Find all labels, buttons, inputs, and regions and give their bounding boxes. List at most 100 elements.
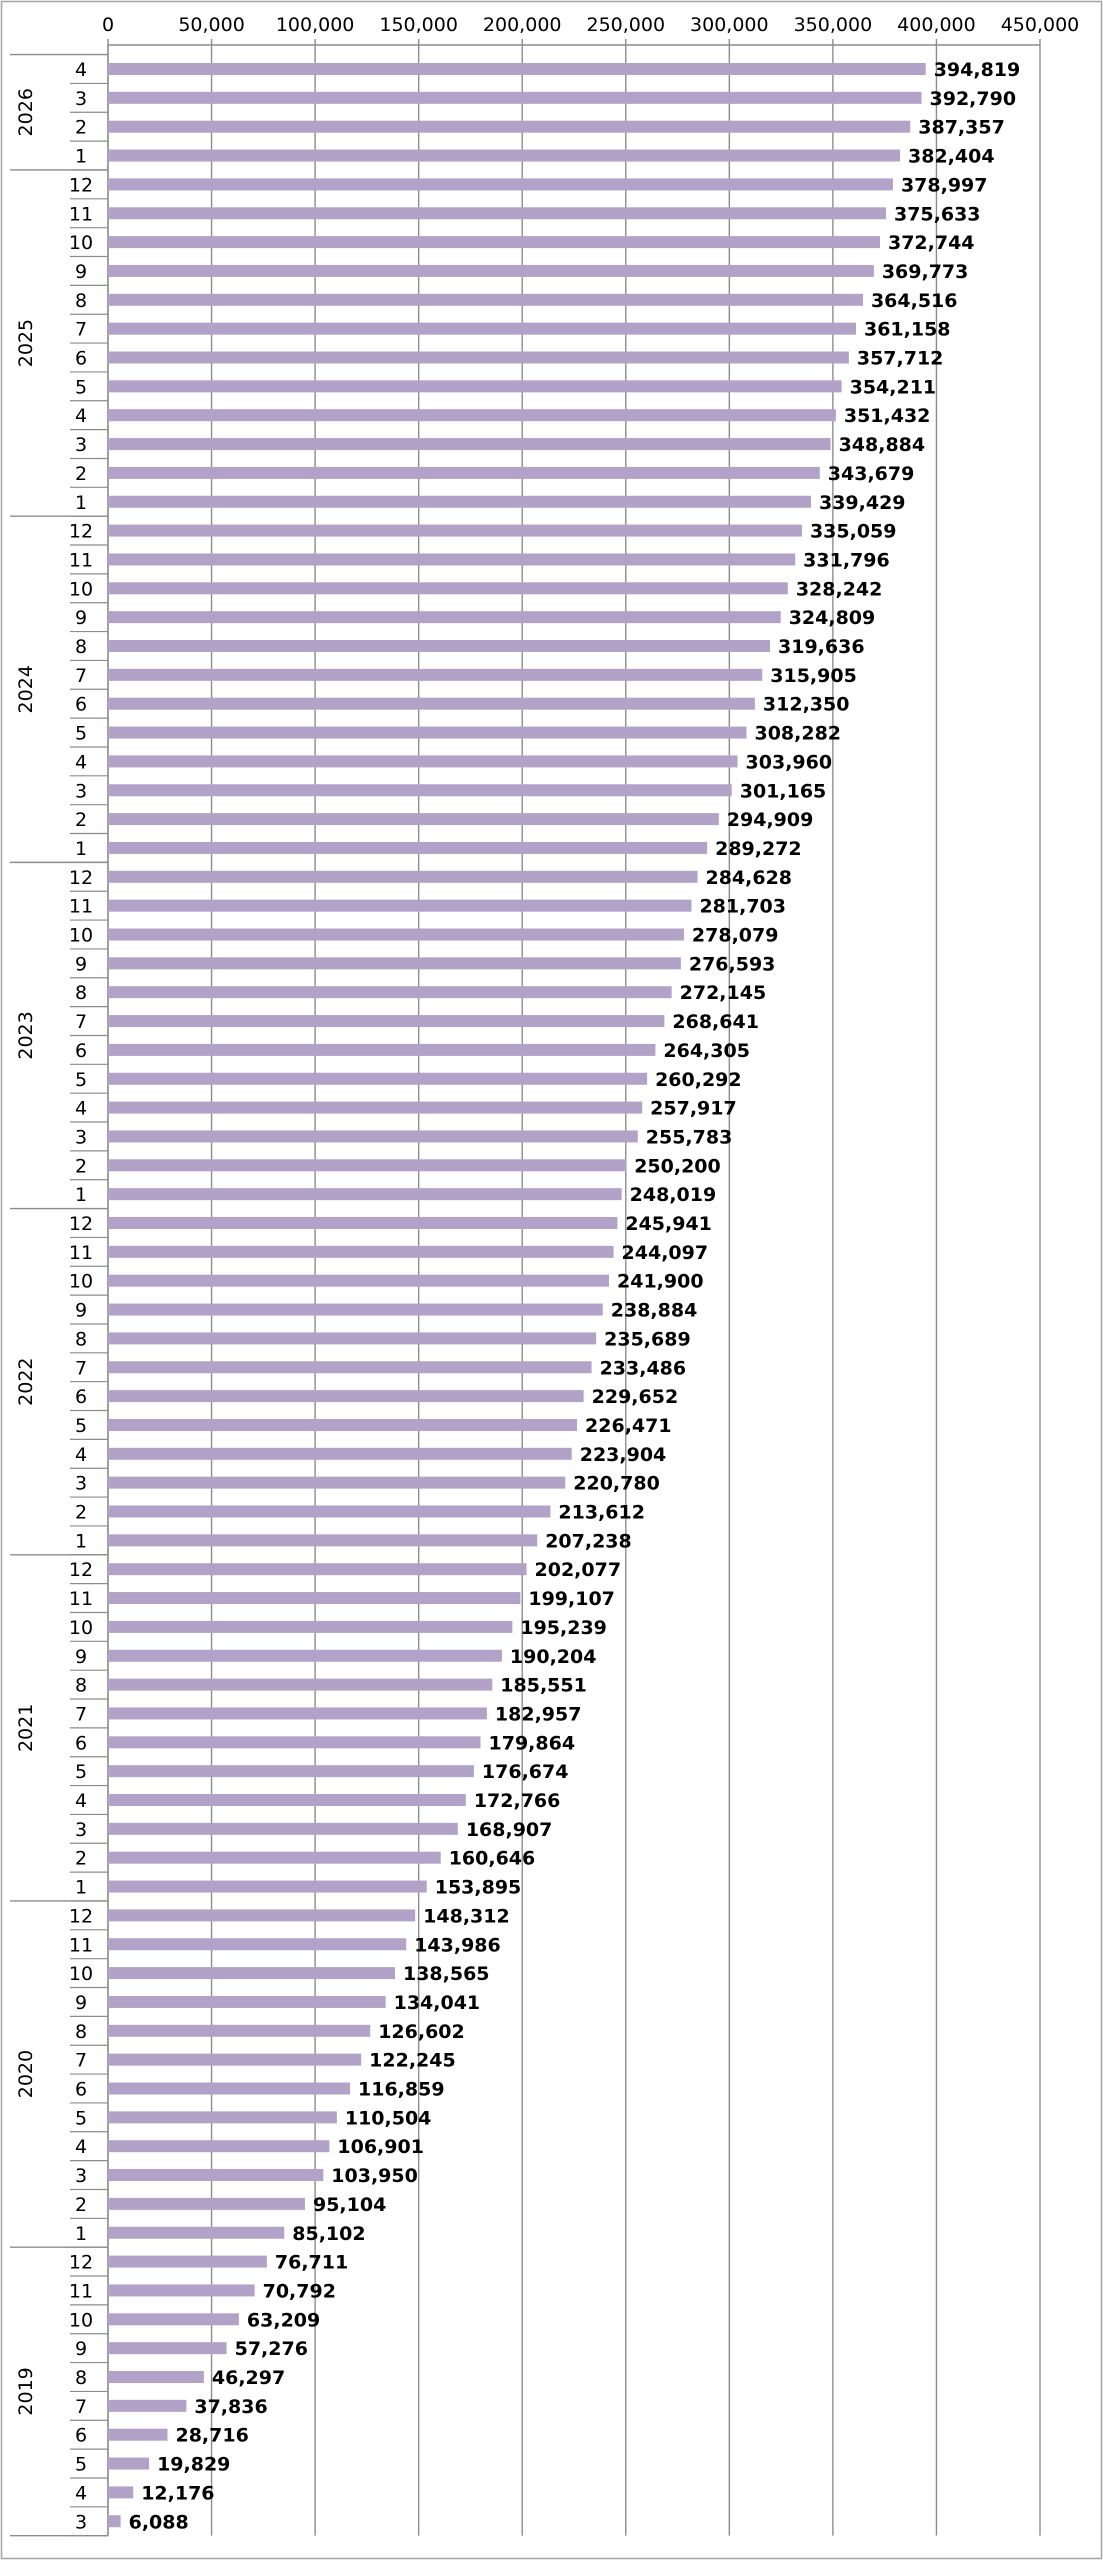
month-label: 9 — [75, 953, 87, 975]
bar — [108, 986, 672, 999]
bar — [108, 1390, 584, 1403]
data-label: 28,716 — [175, 2425, 248, 2447]
bar — [108, 264, 874, 277]
data-label: 276,593 — [689, 953, 776, 975]
month-label: 1 — [75, 838, 87, 860]
data-label: 264,305 — [663, 1040, 750, 1062]
data-label: 348,884 — [839, 434, 926, 456]
month-label: 4 — [75, 1790, 87, 1812]
month-label: 8 — [75, 982, 87, 1004]
month-label: 10 — [69, 1617, 93, 1639]
month-label: 11 — [69, 2280, 93, 2302]
month-label: 11 — [69, 203, 93, 225]
month-label: 4 — [75, 1098, 87, 1120]
month-label: 10 — [69, 1271, 93, 1293]
data-label: 394,819 — [934, 59, 1021, 81]
data-label: 238,884 — [611, 1300, 698, 1322]
bar — [108, 1072, 648, 1085]
bar — [108, 63, 926, 75]
data-label: 392,790 — [930, 88, 1017, 110]
data-label: 235,689 — [604, 1328, 691, 1350]
year-label: 2022 — [15, 1357, 37, 1405]
data-label: 190,204 — [510, 1646, 597, 1668]
data-label: 199,107 — [528, 1588, 615, 1610]
bar — [108, 1534, 538, 1547]
bar — [108, 2140, 330, 2153]
bar — [108, 120, 911, 133]
month-label: 8 — [75, 2021, 87, 2043]
bar — [108, 1851, 441, 1864]
data-label: 303,960 — [746, 751, 833, 773]
bar — [108, 1101, 643, 1114]
data-label: 185,551 — [500, 1675, 587, 1697]
data-label: 122,245 — [369, 2050, 456, 2072]
data-label: 207,238 — [545, 1530, 632, 1552]
month-label: 5 — [75, 723, 87, 745]
month-label: 3 — [75, 434, 87, 456]
x-tick-label: 250,000 — [586, 14, 665, 36]
data-label: 46,297 — [212, 2367, 285, 2389]
data-label: 233,486 — [600, 1357, 687, 1379]
bar — [108, 1678, 493, 1691]
bar — [108, 207, 886, 220]
data-label: 244,097 — [622, 1242, 709, 1264]
bar — [108, 1880, 427, 1893]
data-label: 328,242 — [796, 578, 883, 600]
x-tick-label: 450,000 — [1001, 14, 1080, 36]
bar — [108, 2226, 285, 2239]
data-label: 319,636 — [778, 636, 865, 658]
data-label: 278,079 — [692, 925, 779, 947]
bar — [108, 322, 856, 335]
x-tick-label: 100,000 — [276, 14, 355, 36]
month-label: 10 — [69, 578, 93, 600]
data-label: 116,859 — [358, 2079, 445, 2101]
month-label: 1 — [75, 146, 87, 168]
bar — [108, 2515, 121, 2528]
bar — [108, 1476, 566, 1489]
month-label: 11 — [69, 896, 93, 918]
bar — [108, 697, 755, 710]
bar — [108, 380, 842, 393]
month-label: 2 — [75, 1848, 87, 1870]
month-label: 10 — [69, 925, 93, 947]
month-label: 8 — [75, 1328, 87, 1350]
data-label: 143,986 — [414, 1934, 501, 1956]
month-label: 4 — [75, 405, 87, 427]
bar — [108, 1822, 458, 1835]
month-label: 6 — [75, 694, 87, 716]
month-label: 6 — [75, 348, 87, 370]
data-label: 378,997 — [901, 174, 988, 196]
data-label: 308,282 — [754, 723, 841, 745]
data-label: 364,516 — [871, 290, 958, 312]
bar — [108, 1938, 407, 1951]
data-label: 257,917 — [650, 1098, 737, 1120]
bar — [108, 755, 738, 768]
month-label: 2 — [75, 2194, 87, 2216]
month-label: 1 — [75, 1877, 87, 1899]
bar — [108, 1159, 627, 1172]
bar — [108, 2313, 239, 2326]
bar — [108, 1563, 527, 1576]
x-tick-label: 0 — [102, 14, 114, 36]
month-label: 11 — [69, 1934, 93, 1956]
data-label: 37,836 — [194, 2396, 267, 2418]
month-label: 7 — [75, 2396, 87, 2418]
data-label: 284,628 — [705, 867, 792, 889]
month-label: 5 — [75, 2454, 87, 2476]
year-label: 2019 — [15, 2367, 37, 2415]
bar — [108, 1736, 481, 1749]
data-label: 126,602 — [378, 2021, 465, 2043]
data-label: 343,679 — [828, 463, 915, 485]
bar — [108, 2053, 362, 2066]
bar — [108, 2169, 324, 2182]
bar — [108, 784, 732, 797]
bar — [108, 1130, 638, 1143]
year-label: 2026 — [15, 88, 37, 136]
month-label: 4 — [75, 1444, 87, 1466]
month-label: 7 — [75, 1357, 87, 1379]
month-label: 6 — [75, 2425, 87, 2447]
month-label: 1 — [75, 1530, 87, 1552]
month-label: 5 — [75, 1761, 87, 1783]
year-label: 2024 — [15, 665, 37, 713]
